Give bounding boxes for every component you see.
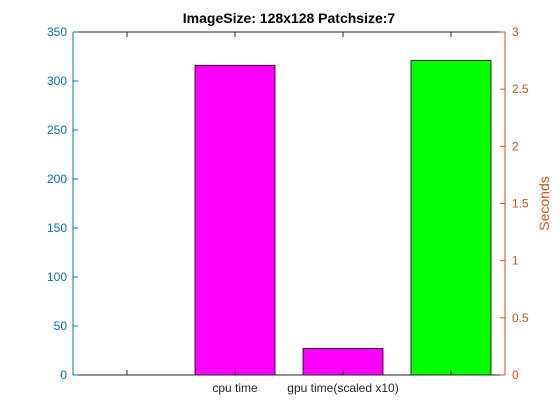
left-tick-label: 300: [47, 74, 67, 88]
right-axis-label: Seconds: [536, 176, 552, 230]
right-tick-label: 1: [512, 254, 519, 268]
left-tick-label: 100: [47, 270, 67, 284]
right-tick-label: 2.5: [512, 82, 529, 96]
right-tick-label: 0.5: [512, 311, 529, 325]
left-tick-label: 50: [54, 319, 68, 333]
right-tick-label: 2: [512, 139, 519, 153]
x-tick-label: gpu time(scaled x10): [287, 381, 398, 395]
left-tick-label: 0: [60, 368, 67, 382]
x-tick-label: cpu time: [212, 381, 258, 395]
left-tick-label: 350: [47, 25, 67, 39]
left-tick-label: 200: [47, 172, 67, 186]
right-tick-label: 3: [512, 25, 519, 39]
left-tick-label: 250: [47, 123, 67, 137]
left-tick-label: 150: [47, 221, 67, 235]
chart-title: ImageSize: 128x128 Patchsize:7: [183, 10, 396, 26]
right-tick-label: 0: [512, 368, 519, 382]
right-tick-label: 1.5: [512, 197, 529, 211]
bar: [410, 60, 492, 376]
bar: [194, 64, 276, 376]
